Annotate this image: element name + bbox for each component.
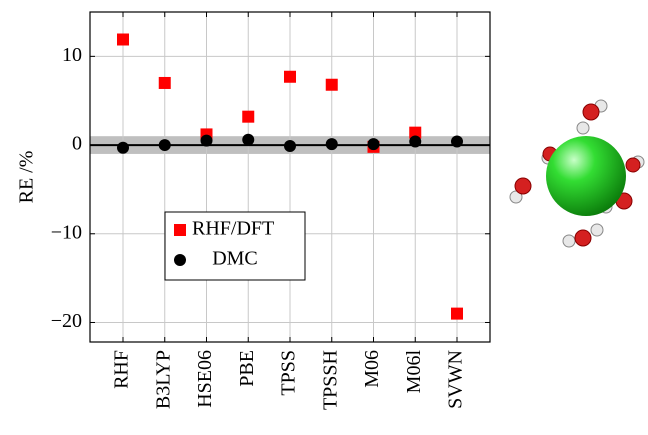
data-point (451, 307, 463, 320)
legend-marker (174, 224, 186, 236)
data-point (284, 70, 296, 83)
data-point (409, 135, 422, 148)
legend: RHF/DFT DMC (164, 211, 306, 281)
data-point (242, 133, 255, 146)
x-tick-label: TPSS (278, 350, 300, 396)
x-tick-label: SVWN (445, 350, 467, 409)
data-point (242, 110, 255, 123)
x-tick-label: B3LYP (152, 350, 174, 409)
data-point (117, 141, 129, 154)
x-tick-label: HSE06 (194, 350, 216, 408)
y-tick-label: 0 (72, 133, 82, 155)
y-tick-label: −20 (51, 310, 82, 332)
data-point (284, 139, 296, 152)
data-point (367, 138, 380, 151)
data-point (325, 138, 338, 151)
data-point (200, 134, 213, 147)
molecule-illustration (509, 99, 645, 248)
legend-label: DMC (212, 248, 258, 270)
data-point (451, 135, 463, 148)
data-point (158, 76, 171, 89)
x-tick-label: RHF (111, 350, 133, 389)
x-tick-label: M06l (403, 350, 425, 394)
y-axis-label: RE /% (16, 151, 38, 204)
data-point (158, 139, 171, 152)
legend-box (164, 211, 306, 281)
legend-marker (174, 254, 186, 266)
x-tick-label: M06 (361, 350, 383, 388)
y-tick-label: −10 (51, 221, 82, 243)
data-point (409, 126, 422, 139)
y-tick-label: 10 (62, 44, 82, 66)
data-point (325, 78, 338, 91)
x-tick-label: PBE (236, 350, 258, 387)
x-tick-label: TPSSH (319, 350, 341, 410)
plot-frame (89, 11, 491, 343)
data-point (117, 33, 129, 46)
legend-label: RHF/DFT (192, 218, 274, 240)
